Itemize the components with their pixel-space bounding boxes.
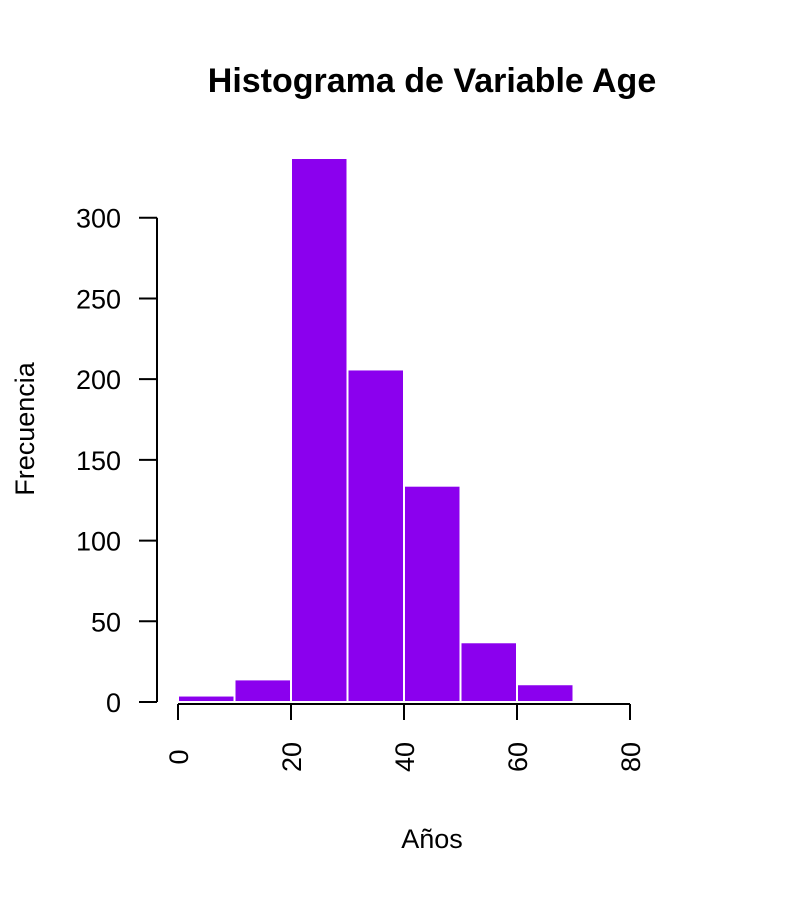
histogram-bar: [403, 484, 462, 704]
x-tick-label: 40: [390, 742, 420, 772]
bars-group: [177, 157, 630, 704]
y-tick-label: 250: [76, 284, 121, 314]
y-tick-label: 50: [91, 607, 121, 637]
y-axis: 0 50 100 150 200 250 300: [76, 204, 158, 718]
x-axis-label: Años: [401, 824, 463, 854]
x-tick-label: 0: [164, 749, 194, 764]
y-tick-label: 100: [76, 527, 121, 557]
x-tick-label: 80: [616, 742, 646, 772]
y-tick-label: 0: [106, 688, 121, 718]
x-axis: 0 20 40 60 80: [164, 703, 646, 772]
histogram-bar: [233, 678, 292, 703]
y-tick-label: 200: [76, 365, 121, 395]
y-tick-label: 150: [76, 446, 121, 476]
chart-title: Histograma de Variable Age: [208, 62, 656, 100]
histogram-bar: [290, 157, 349, 703]
x-tick-label: 20: [277, 742, 307, 772]
y-tick-label: 300: [76, 204, 121, 234]
histogram-bar: [459, 641, 518, 704]
histogram-bar: [177, 694, 236, 704]
histogram-bar: [516, 683, 575, 704]
x-tick-label: 60: [503, 742, 533, 772]
y-axis-label: Frecuencia: [10, 361, 40, 496]
histogram-bar: [346, 368, 405, 703]
